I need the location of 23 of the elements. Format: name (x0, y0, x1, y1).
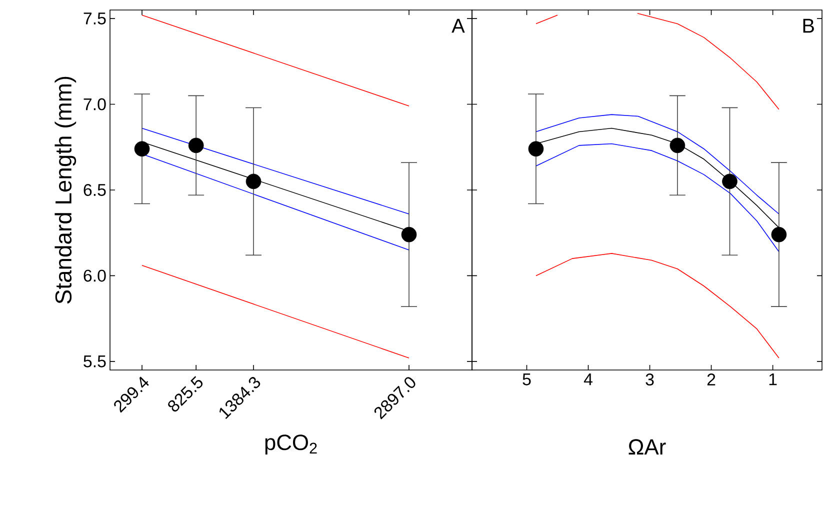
x-axis-title: ΩAr (628, 439, 666, 454)
y-tick-label: 7.0 (84, 98, 106, 110)
x-tick-label: 2 (707, 374, 716, 386)
point (246, 174, 262, 190)
annotation: B (803, 18, 814, 33)
point (670, 138, 686, 154)
y-tick-label: 6.0 (84, 270, 106, 282)
x-axis-title: pCO$_{2}$ (265, 434, 317, 454)
y-tick-label: 6.5 (84, 184, 106, 196)
point (771, 226, 787, 242)
point (528, 141, 544, 157)
y-tick-label: 5.5 (84, 356, 106, 368)
point (134, 141, 150, 157)
x-tick-label: 1 (769, 374, 777, 386)
annotation: A (452, 18, 465, 33)
x-tick-label: 4 (584, 374, 592, 386)
x-tick-label: 5 (522, 374, 531, 386)
point (722, 174, 738, 190)
y-tick-label: 7.5 (84, 12, 106, 24)
point (401, 226, 417, 242)
y-axis-title: Standard Length (mm) (54, 76, 76, 304)
point (188, 138, 204, 154)
x-tick-label: 3 (646, 374, 654, 386)
